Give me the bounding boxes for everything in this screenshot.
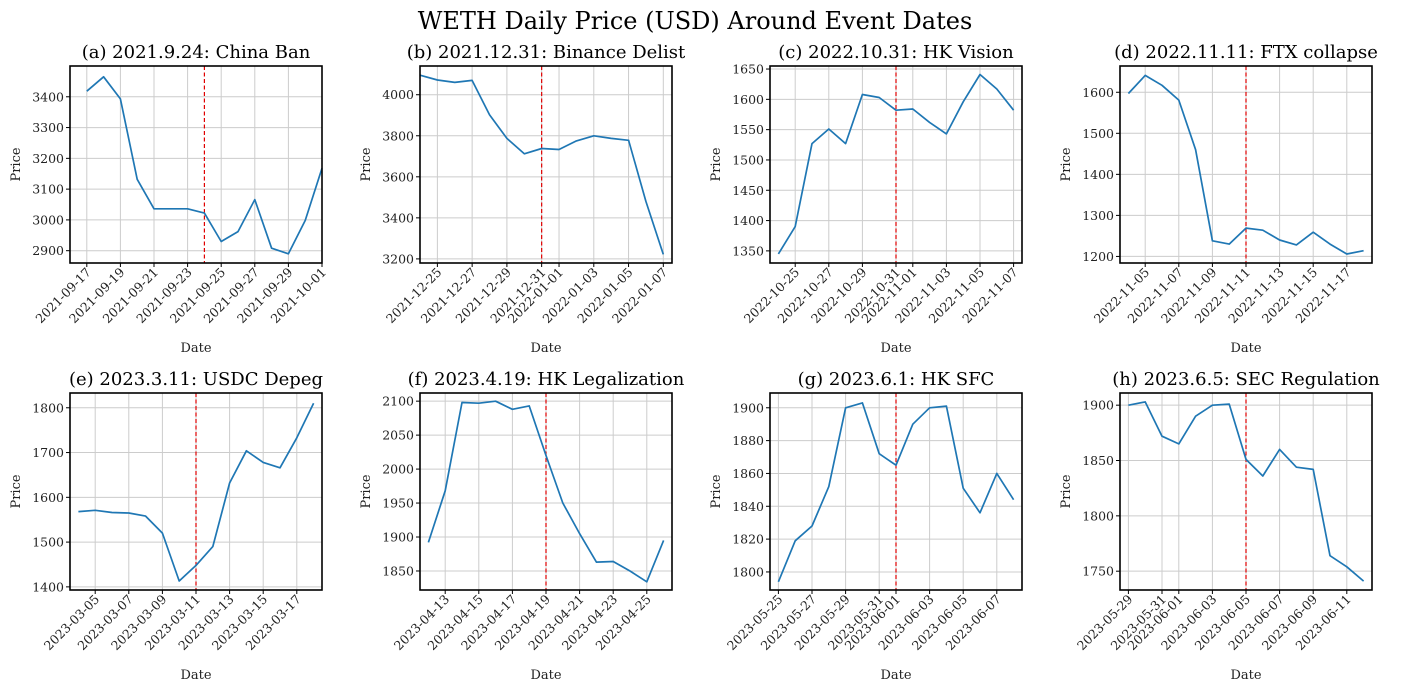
y-axis-label: Price: [709, 474, 724, 508]
y-tick-label: 3400: [382, 210, 414, 225]
subplot-title: (h) 2023.6.5: SEC Regulation: [1112, 369, 1380, 390]
y-tick-label: 2100: [382, 394, 414, 409]
y-tick-label: 1900: [1082, 398, 1114, 413]
price-series-line: [1127, 74, 1364, 255]
y-tick-label: 1400: [32, 579, 64, 594]
subplot-title: (d) 2022.11.11: FTX collapse: [1114, 42, 1378, 63]
y-tick-label: 3300: [32, 120, 64, 135]
y-tick-label: 1500: [32, 535, 64, 550]
subplot-title: (f) 2023.4.19: HK Legalization: [408, 369, 685, 390]
y-tick-label: 1600: [1082, 85, 1114, 100]
y-tick-label: 3400: [32, 89, 64, 104]
subplot-5: 1850190019502000205021002023-04-132023-0…: [359, 369, 685, 683]
x-axis-label: Date: [1230, 341, 1261, 356]
y-tick-label: 1880: [732, 433, 764, 448]
y-tick-label: 1400: [732, 213, 764, 228]
y-tick-label: 1750: [1082, 564, 1114, 579]
y-tick-label: 1500: [732, 152, 764, 167]
price-series-line: [777, 402, 1015, 583]
subplot-grid: 2900300031003200330034002021-09-172021-0…: [9, 42, 1380, 683]
y-tick-label: 3200: [382, 251, 414, 266]
y-tick-label: 1840: [732, 499, 764, 514]
y-axis-label: Price: [359, 147, 374, 181]
subplot-title: (g) 2023.6.1: HK SFC: [798, 369, 995, 390]
x-axis-label: Date: [530, 668, 561, 683]
price-series-line: [78, 402, 315, 582]
y-tick-label: 3100: [32, 182, 64, 197]
y-axis-label: Price: [9, 474, 24, 508]
price-series-line: [1128, 401, 1365, 582]
subplot-4: 140015001600170018002023-03-052023-03-07…: [9, 369, 323, 683]
x-axis-label: Date: [530, 341, 561, 356]
y-tick-label: 3200: [32, 151, 64, 166]
y-tick-label: 1400: [1082, 167, 1114, 182]
y-tick-label: 1950: [382, 496, 414, 511]
axes-frame: [69, 65, 323, 264]
y-tick-label: 1300: [1082, 208, 1114, 223]
y-tick-label: 1650: [732, 62, 764, 77]
y-tick-label: 3600: [382, 169, 414, 184]
x-axis-label: Date: [1230, 668, 1261, 683]
y-tick-label: 1800: [732, 564, 764, 579]
subplot-title: (c) 2022.10.31: HK Vision: [778, 42, 1014, 63]
y-tick-label: 1700: [32, 445, 64, 460]
y-tick-label: 2050: [382, 428, 414, 443]
y-tick-label: 2000: [382, 462, 414, 477]
subplot-title: (e) 2023.3.11: USDC Depeg: [69, 369, 323, 390]
subplot-title: (b) 2021.12.31: Binance Delist: [407, 42, 686, 63]
y-tick-label: 3000: [32, 212, 64, 227]
y-tick-label: 2900: [32, 243, 64, 258]
y-axis-label: Price: [1059, 474, 1074, 508]
y-tick-label: 1900: [382, 530, 414, 545]
y-tick-label: 1860: [732, 466, 764, 481]
y-tick-label: 1850: [1082, 453, 1114, 468]
axes-frame: [419, 65, 673, 264]
y-tick-label: 1800: [32, 400, 64, 415]
x-axis-label: Date: [880, 668, 911, 683]
price-series-line: [777, 73, 1015, 255]
price-series-line: [86, 75, 323, 255]
y-tick-label: 1800: [1082, 508, 1114, 523]
figure-title: WETH Daily Price (USD) Around Event Date…: [418, 7, 973, 35]
y-axis-label: Price: [709, 147, 724, 181]
y-tick-label: 1600: [732, 92, 764, 107]
y-tick-label: 1900: [732, 400, 764, 415]
y-tick-label: 1200: [1082, 249, 1114, 264]
y-tick-label: 1600: [32, 490, 64, 505]
subplot-6: 1800182018401860188019002023-05-252023-0…: [709, 369, 1023, 683]
subplot-title: (a) 2021.9.24: China Ban: [82, 42, 311, 63]
price-series-line: [419, 74, 665, 255]
y-tick-label: 1820: [732, 532, 764, 547]
x-axis-label: Date: [180, 668, 211, 683]
y-tick-label: 1350: [732, 243, 764, 258]
y-tick-label: 4000: [382, 87, 414, 102]
price-series-line: [427, 400, 665, 583]
y-tick-label: 3800: [382, 128, 414, 143]
y-tick-label: 1450: [732, 183, 764, 198]
x-axis-label: Date: [180, 341, 211, 356]
y-tick-label: 1550: [732, 122, 764, 137]
subplot-7: 17501800185019002023-05-292023-05-312023…: [1059, 369, 1380, 683]
subplot-1: 320034003600380040002021-12-252021-12-27…: [359, 42, 686, 356]
y-tick-label: 1500: [1082, 126, 1114, 141]
y-axis-label: Price: [359, 474, 374, 508]
y-tick-label: 1850: [382, 563, 414, 578]
y-axis-label: Price: [1059, 147, 1074, 181]
x-axis-label: Date: [880, 341, 911, 356]
subplot-2: 13501400145015001550160016502022-10-2520…: [709, 42, 1023, 356]
y-axis-label: Price: [9, 147, 24, 181]
subplot-3: 120013001400150016002022-11-052022-11-07…: [1059, 42, 1378, 356]
subplot-0: 2900300031003200330034002021-09-172021-0…: [9, 42, 329, 356]
